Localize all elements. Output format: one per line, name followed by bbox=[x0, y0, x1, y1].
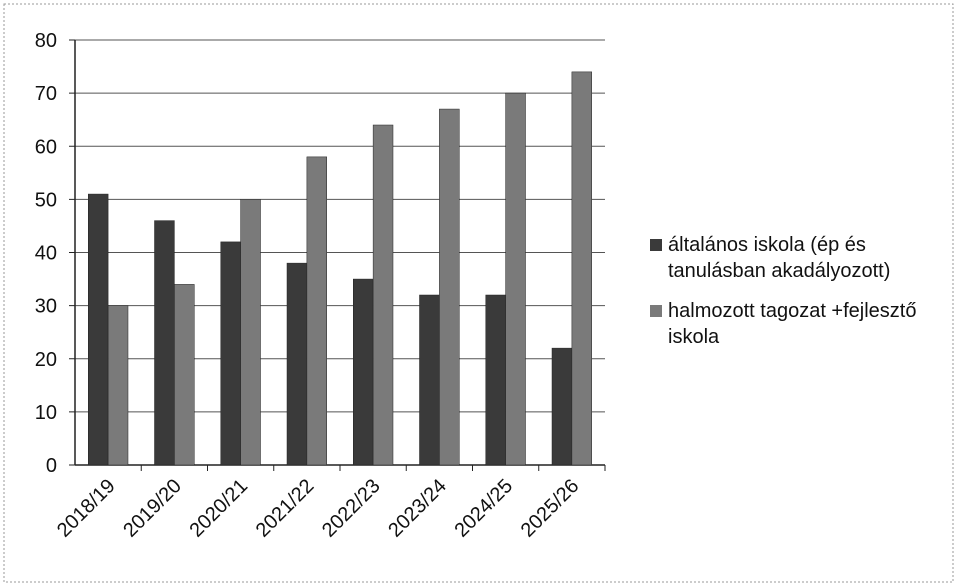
bar bbox=[571, 71, 592, 466]
bar bbox=[505, 92, 526, 466]
x-tick-label: 2025/26 bbox=[517, 475, 584, 542]
legend-label: halmozott tagozat +fejlesztő iskola bbox=[668, 300, 917, 348]
bar bbox=[220, 241, 241, 466]
y-tick-label: 10 bbox=[35, 402, 57, 424]
y-tick-label: 70 bbox=[35, 83, 57, 105]
legend-label: általános iskola (ép és tanulásban akadá… bbox=[668, 234, 891, 282]
bar bbox=[353, 278, 374, 466]
legend-item: általános iskola (ép és tanulásban akadá… bbox=[650, 232, 950, 284]
x-tick-label: 2023/24 bbox=[384, 475, 451, 542]
bar bbox=[240, 199, 261, 466]
y-tick-label: 80 bbox=[35, 30, 57, 52]
y-tick-label: 0 bbox=[46, 455, 57, 477]
bar bbox=[551, 347, 573, 466]
bar bbox=[419, 294, 440, 466]
x-tick-label: 2021/22 bbox=[252, 475, 319, 542]
bar bbox=[107, 305, 129, 466]
x-tick-label: 2024/25 bbox=[450, 475, 517, 542]
x-tick-label: 2022/23 bbox=[318, 475, 385, 542]
y-tick-label: 40 bbox=[35, 243, 57, 265]
legend-swatch bbox=[650, 239, 662, 251]
legend-swatch bbox=[650, 305, 662, 317]
bar bbox=[154, 220, 175, 466]
chart-border bbox=[3, 3, 954, 583]
legend-item: halmozott tagozat +fejlesztő iskola bbox=[650, 298, 950, 350]
bar bbox=[439, 108, 460, 466]
bar bbox=[372, 124, 394, 466]
bar bbox=[485, 294, 506, 466]
y-tick-label: 50 bbox=[35, 189, 57, 211]
x-tick-label: 2019/20 bbox=[119, 475, 186, 542]
bar bbox=[286, 262, 308, 466]
x-tick-label: 2018/19 bbox=[53, 475, 120, 542]
y-tick-label: 60 bbox=[35, 136, 57, 158]
bar bbox=[174, 284, 195, 466]
y-tick-label: 30 bbox=[35, 296, 57, 318]
x-tick-label: 2020/21 bbox=[185, 475, 252, 542]
bar bbox=[306, 156, 327, 466]
y-tick-label: 20 bbox=[35, 349, 57, 371]
bar bbox=[88, 193, 109, 466]
legend: általános iskola (ép és tanulásban akadá… bbox=[650, 232, 950, 364]
